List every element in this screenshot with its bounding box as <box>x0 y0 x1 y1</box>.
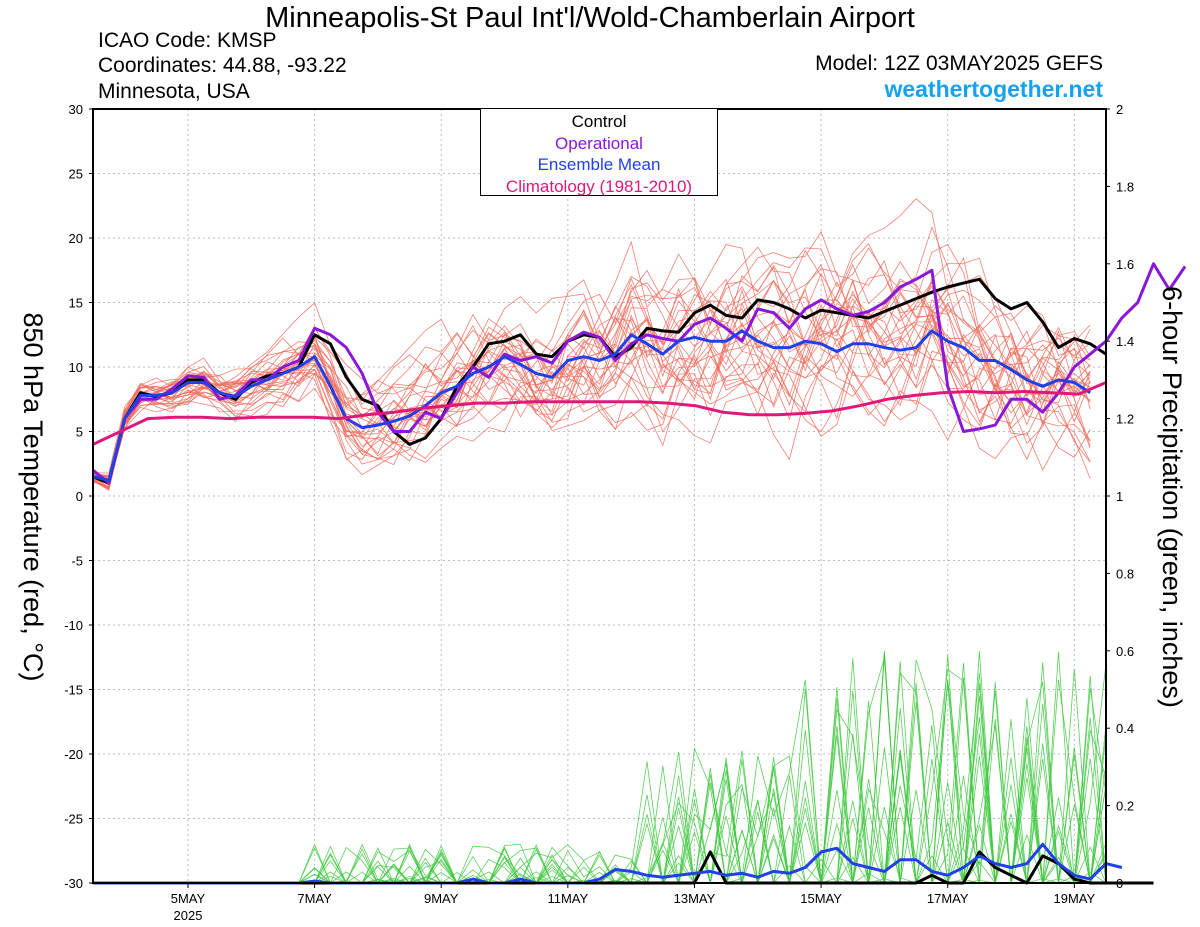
x-tick-sublabel: 2025 <box>174 908 203 923</box>
ensemble-members-precip <box>93 650 1107 885</box>
y-tick-label: 30 <box>69 102 83 117</box>
y2-tick-label: 0.4 <box>1116 721 1134 736</box>
x-tick-label: 15MAY <box>800 891 842 906</box>
y-tick-label: -30 <box>64 876 83 891</box>
region: Minnesota, USA <box>98 80 250 103</box>
y-axis-label-left: 850 hPa Temperature (red, °C) <box>18 312 48 682</box>
y-tick-label: 5 <box>76 425 83 440</box>
member-precip-line <box>93 651 1107 885</box>
member-temp-line <box>92 268 1091 477</box>
member-temp-line <box>92 244 1091 481</box>
x-tick-label: 9MAY <box>424 891 459 906</box>
y2-tick-label: 1 <box>1116 489 1123 504</box>
y2-tick-label: 0 <box>1116 876 1123 891</box>
member-precip-line <box>93 658 1106 885</box>
member-precip-line <box>93 663 1106 884</box>
legend-operational: Operational <box>555 133 643 153</box>
chart-legend: Control Operational Ensemble Mean Climat… <box>480 108 718 196</box>
x-tick-label: 19MAY <box>1054 891 1096 906</box>
x-tick-label: 5MAY <box>171 891 206 906</box>
chart-title: Minneapolis-St Paul Int'l/Wold-Chamberla… <box>265 2 915 34</box>
temp-series-climatology-1981-2010 <box>92 381 1107 446</box>
temp-series-ensemble-mean <box>92 329 1092 482</box>
y-tick-label: 0 <box>76 489 83 504</box>
y2-tick-label: 1.8 <box>1116 179 1134 194</box>
member-precip-line <box>93 651 1107 884</box>
coordinates: Coordinates: 44.88, -93.22 <box>98 54 347 77</box>
y2-tick-label: 0.8 <box>1116 566 1134 581</box>
y-tick-label: -5 <box>71 554 83 569</box>
member-precip-line <box>93 686 1106 884</box>
member-temp-line <box>92 226 1091 488</box>
site-link[interactable]: weathertogether.net <box>884 76 1103 102</box>
y2-tick-label: 2 <box>1116 102 1123 117</box>
y2-tick-label: 0.2 <box>1116 799 1134 814</box>
y-tick-label: -20 <box>64 747 83 762</box>
member-temp-line <box>92 289 1091 480</box>
icao-code: ICAO Code: KMSP <box>98 29 277 52</box>
y2-tick-label: 0.6 <box>1116 644 1134 659</box>
y2-tick-label: 1.6 <box>1116 257 1134 272</box>
member-precip-line <box>93 681 1106 884</box>
y-tick-label: -15 <box>64 683 83 698</box>
member-temp-line <box>92 261 1091 481</box>
grid <box>93 109 1106 883</box>
member-temp-line <box>92 257 1091 479</box>
member-temp-line <box>92 302 1091 477</box>
member-precip-line <box>93 661 1107 884</box>
y-tick-label: 20 <box>69 231 83 246</box>
y-tick-label: 10 <box>69 360 83 375</box>
member-temp-line <box>92 243 1091 489</box>
legend-control: Control <box>571 112 627 131</box>
y-tick-label: 25 <box>69 167 83 182</box>
x-tick-label: 11MAY <box>547 891 588 906</box>
model-run: Model: 12Z 03MAY2025 GEFS <box>815 52 1103 75</box>
y2-tick-label: 1.2 <box>1116 412 1134 427</box>
x-tick-label: 7MAY <box>297 891 332 906</box>
member-precip-line <box>93 652 1107 884</box>
x-tick-label: 13MAY <box>674 891 716 906</box>
member-temp-line <box>92 266 1091 479</box>
member-temp-line <box>92 279 1091 479</box>
member-precip-line <box>93 684 1106 884</box>
y-tick-label: -25 <box>64 812 83 827</box>
y-axis-label-right: 6-hour Precipitation (green, inches) <box>1157 286 1187 708</box>
member-temp-line <box>92 246 1091 487</box>
legend-climatology: Climatology (1981-2010) <box>505 176 693 196</box>
legend-mean: Ensemble Mean <box>537 155 661 174</box>
y-tick-label: -10 <box>64 618 83 633</box>
member-precip-line <box>93 683 1106 884</box>
y-tick-label: 15 <box>69 296 83 311</box>
y2-tick-label: 1.4 <box>1116 334 1134 349</box>
x-tick-label: 17MAY <box>927 891 969 906</box>
member-precip-line <box>93 657 1107 884</box>
member-precip-line <box>93 650 1106 885</box>
member-temp-line <box>92 243 1091 487</box>
